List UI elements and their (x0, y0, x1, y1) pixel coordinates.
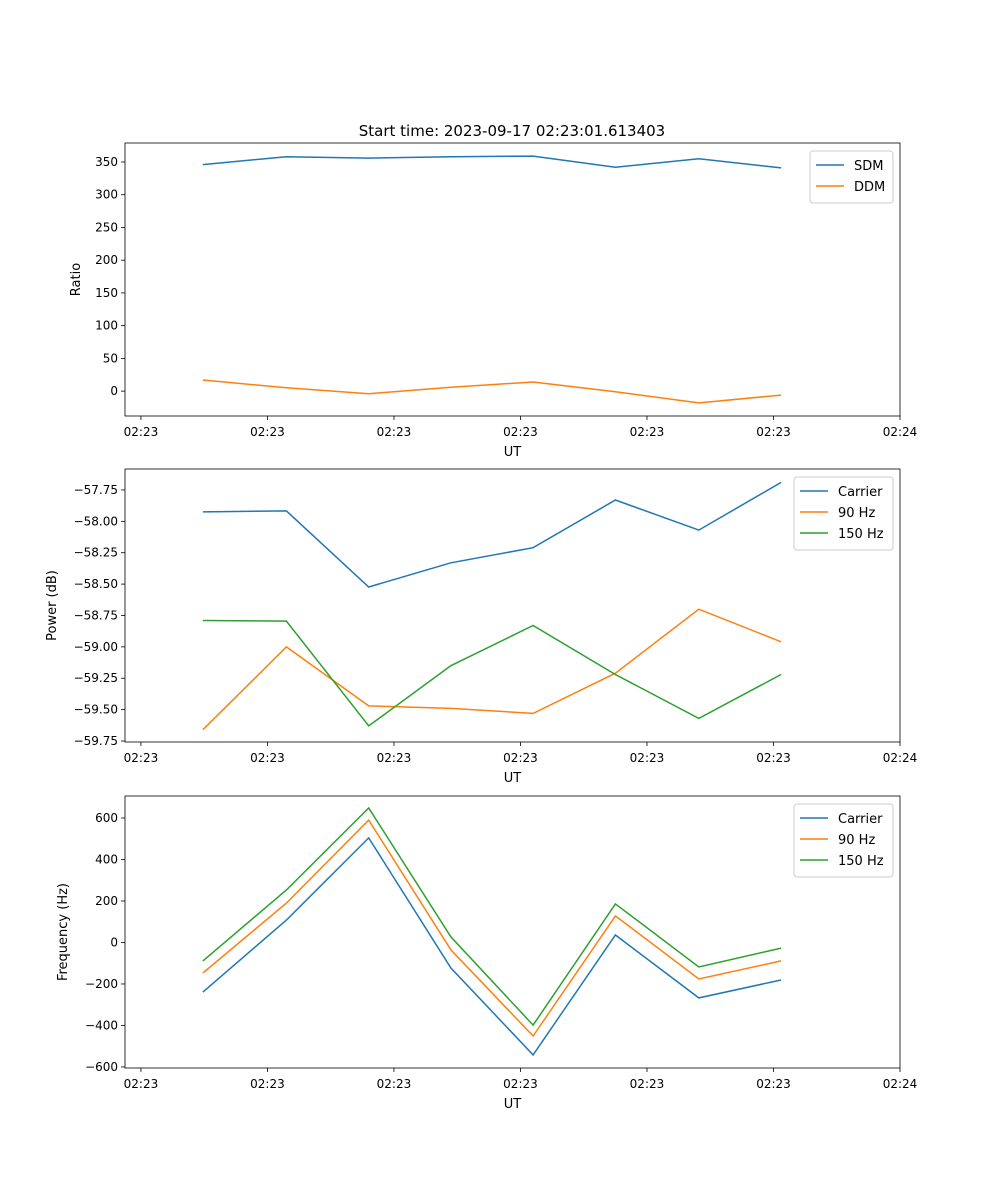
x-tick-label: 02:23 (124, 425, 159, 439)
y-tick-label: −58.00 (74, 514, 118, 528)
x-tick-label: 02:23 (756, 751, 791, 765)
y-tick-label: −59.00 (74, 640, 118, 654)
y-tick-label: −58.75 (74, 608, 118, 622)
y-tick-label: −57.75 (74, 483, 118, 497)
x-axis-label: UT (504, 1097, 522, 1112)
y-tick-label: 0 (110, 384, 118, 398)
legend: Carrier 90 Hz 150 Hz (794, 804, 893, 877)
x-tick-label: 02:23 (124, 1077, 159, 1091)
x-axis-label: UT (504, 771, 522, 786)
y-tick-label: 150 (95, 286, 118, 300)
x-tick-label: 02:23 (124, 751, 159, 765)
y-tick-label: 350 (95, 155, 118, 169)
subplot-1: 02:23 02:23 02:23 02:23 02:23 02:23 02:24 0 50 10… (69, 143, 917, 460)
x-tick-label: 02:23 (503, 425, 538, 439)
legend-label: SDM (854, 159, 883, 174)
y-tick-label: 400 (95, 852, 118, 866)
legend-label: Carrier (838, 485, 883, 500)
y-tick-label: −58.25 (74, 546, 118, 560)
subplot-3: 02:23 02:23 02:23 02:23 02:23 02:23 02:24 600 40… (56, 796, 917, 1112)
x-tick-label: 02:23 (756, 1077, 791, 1091)
y-tick-label: 200 (95, 253, 118, 267)
x-tick-label: 02:23 (250, 425, 285, 439)
y-tick-label: 50 (103, 351, 118, 365)
legend-label: 90 Hz (838, 506, 875, 521)
x-tick-label: 02:23 (630, 1077, 665, 1091)
y-tick-label: 0 (110, 935, 118, 949)
legend-label: Carrier (838, 812, 883, 827)
y-tick-label: −600 (85, 1060, 118, 1074)
legend: Carrier 90 Hz 150 Hz (794, 477, 893, 550)
series-line-ddm (203, 380, 781, 403)
x-tick-label: 02:23 (250, 751, 285, 765)
y-tick-label: 100 (95, 319, 118, 333)
axes-frame (125, 796, 900, 1068)
legend: SDM DDM (810, 151, 893, 203)
x-tick-label: 02:23 (630, 425, 665, 439)
axes-frame (125, 469, 900, 742)
y-tick-label: −400 (85, 1018, 118, 1032)
series-line-90-hz (203, 820, 781, 1036)
y-tick-label: −59.50 (74, 703, 118, 717)
x-tick-label: 02:23 (503, 1077, 538, 1091)
x-tick-label: 02:23 (756, 425, 791, 439)
y-tick-label: −59.75 (74, 734, 118, 748)
x-tick-label: 02:24 (883, 751, 918, 765)
series-line-150-hz (203, 621, 781, 726)
y-tick-label: 600 (95, 811, 118, 825)
y-axis-label: Ratio (69, 263, 84, 296)
y-tick-label: 250 (95, 220, 118, 234)
series-line-90-hz (203, 609, 781, 730)
series-line-sdm (203, 156, 781, 168)
y-tick-label: −58.50 (74, 577, 118, 591)
legend-label: DDM (854, 180, 885, 195)
x-tick-label: 02:23 (250, 1077, 285, 1091)
legend-label: 150 Hz (838, 527, 884, 542)
x-tick-label: 02:24 (883, 1077, 918, 1091)
x-axis-label: UT (504, 445, 522, 460)
axes-frame (125, 143, 900, 416)
x-tick-label: 02:23 (377, 751, 412, 765)
x-tick-label: 02:23 (630, 751, 665, 765)
x-tick-label: 02:24 (883, 425, 918, 439)
y-tick-label: 200 (95, 894, 118, 908)
legend-label: 150 Hz (838, 854, 884, 869)
x-tick-label: 02:23 (377, 425, 412, 439)
figure-title: Start time: 2023-09-17 02:23:01.613403 (359, 122, 665, 140)
series-line-carrier (203, 482, 781, 587)
series-line-carrier (203, 838, 781, 1055)
legend-label: 90 Hz (838, 833, 875, 848)
subplot-2: 02:23 02:23 02:23 02:23 02:23 02:23 02:24 −57.7… (45, 469, 917, 786)
y-axis-label: Power (dB) (45, 570, 60, 641)
y-tick-label: −59.25 (74, 671, 118, 685)
y-axis-label: Frequency (Hz) (56, 883, 71, 981)
x-tick-label: 02:23 (377, 1077, 412, 1091)
y-tick-label: −200 (85, 977, 118, 991)
y-tick-label: 300 (95, 188, 118, 202)
x-tick-label: 02:23 (503, 751, 538, 765)
